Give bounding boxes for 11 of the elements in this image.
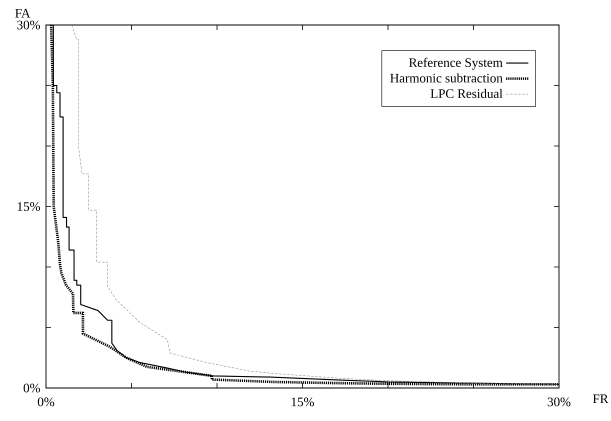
- y-tick-label: 0%: [24, 384, 40, 392]
- legend-label: LPC Residual: [430, 88, 503, 98]
- y-axis-title: FA: [15, 8, 30, 18]
- legend-label: Harmonic subtraction: [390, 73, 503, 83]
- x-axis-title: FR: [592, 394, 608, 404]
- x-tick-label: 0%: [38, 398, 54, 406]
- x-tick-label: 15%: [292, 398, 314, 406]
- y-tick-label: 15%: [18, 202, 40, 211]
- legend-label: Reference System: [408, 58, 503, 70]
- x-tick-label: 30%: [548, 398, 570, 406]
- y-tick-label: 30%: [17, 20, 40, 30]
